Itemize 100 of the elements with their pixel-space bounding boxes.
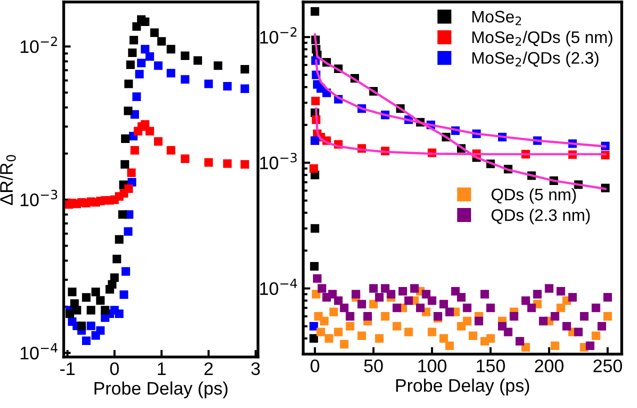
point bbox=[86, 322, 96, 330]
point bbox=[310, 262, 319, 271]
point bbox=[375, 334, 384, 343]
point bbox=[422, 290, 430, 298]
point bbox=[122, 267, 130, 276]
point bbox=[375, 293, 384, 302]
point bbox=[428, 296, 436, 305]
point bbox=[72, 306, 82, 314]
point bbox=[166, 44, 176, 54]
point bbox=[568, 293, 577, 302]
point bbox=[404, 328, 413, 336]
point bbox=[166, 146, 176, 155]
point bbox=[120, 290, 128, 299]
point bbox=[318, 284, 326, 293]
point bbox=[130, 36, 138, 44]
point bbox=[398, 286, 408, 296]
point bbox=[82, 336, 91, 346]
point bbox=[562, 322, 571, 331]
legend-label: MoSe$_{2}$/QDs (5 nm) bbox=[472, 30, 612, 46]
point bbox=[439, 334, 448, 343]
point bbox=[334, 296, 343, 305]
point bbox=[404, 296, 413, 305]
point bbox=[369, 300, 378, 308]
point bbox=[451, 286, 460, 296]
point bbox=[550, 341, 560, 350]
point bbox=[100, 306, 110, 314]
point bbox=[574, 328, 583, 336]
y-tick-label: 10$^{−3}$ bbox=[260, 152, 297, 170]
point bbox=[462, 304, 472, 312]
point bbox=[603, 312, 612, 321]
point bbox=[474, 316, 484, 326]
point bbox=[223, 159, 232, 168]
point bbox=[416, 304, 425, 312]
point bbox=[516, 336, 524, 346]
point bbox=[309, 322, 318, 331]
point bbox=[533, 290, 542, 298]
y-tick-label: 10$^{−4}$ bbox=[20, 343, 58, 360]
point bbox=[410, 284, 419, 293]
point bbox=[166, 68, 176, 78]
point bbox=[316, 328, 326, 336]
point bbox=[380, 284, 390, 293]
point bbox=[329, 308, 338, 316]
point bbox=[180, 75, 190, 84]
legend-label: QDs (2.3 nm) bbox=[492, 208, 590, 224]
point bbox=[312, 274, 322, 283]
legend-label: MoSe$_{2}$ bbox=[472, 10, 521, 26]
point bbox=[204, 80, 213, 88]
point bbox=[346, 312, 354, 321]
point bbox=[592, 304, 600, 312]
point bbox=[556, 286, 566, 296]
point bbox=[77, 322, 86, 330]
point bbox=[204, 158, 213, 167]
point bbox=[392, 322, 402, 331]
point bbox=[137, 58, 146, 68]
point bbox=[180, 51, 190, 60]
point bbox=[146, 52, 154, 61]
x-tick-label: 0 bbox=[310, 359, 320, 372]
point bbox=[96, 326, 105, 335]
point bbox=[128, 48, 137, 58]
point bbox=[135, 70, 144, 78]
y-tick-label: 10$^{−2}$ bbox=[260, 27, 296, 44]
point bbox=[154, 61, 163, 70]
point bbox=[521, 296, 530, 305]
point bbox=[309, 334, 318, 343]
point bbox=[392, 304, 402, 312]
legend-label: QDs (5 nm) bbox=[492, 188, 576, 204]
point bbox=[334, 328, 343, 336]
x-tick-label: 0 bbox=[110, 362, 119, 376]
point bbox=[132, 92, 141, 101]
point bbox=[150, 28, 159, 37]
point bbox=[386, 290, 396, 298]
x-axis-title: Probe Delay (ps) bbox=[396, 378, 530, 396]
point bbox=[130, 146, 140, 155]
point bbox=[504, 328, 512, 336]
point bbox=[486, 304, 495, 312]
point bbox=[428, 328, 436, 336]
point bbox=[140, 17, 150, 26]
point bbox=[320, 316, 329, 326]
point bbox=[352, 290, 360, 298]
point bbox=[603, 293, 612, 302]
point bbox=[457, 293, 466, 302]
point bbox=[357, 332, 366, 340]
point bbox=[91, 288, 100, 296]
point bbox=[110, 273, 119, 282]
point bbox=[121, 134, 130, 143]
point bbox=[310, 7, 320, 16]
point bbox=[369, 284, 378, 293]
x-tick-label: 2 bbox=[204, 362, 213, 375]
point bbox=[112, 254, 122, 264]
point bbox=[132, 22, 141, 31]
point bbox=[82, 293, 91, 302]
point bbox=[124, 80, 133, 88]
point bbox=[193, 56, 202, 65]
point bbox=[340, 340, 348, 348]
point bbox=[445, 341, 454, 350]
point bbox=[240, 64, 250, 74]
x-tick-label: 100 bbox=[418, 359, 446, 372]
point bbox=[328, 290, 337, 298]
point bbox=[146, 126, 154, 136]
point bbox=[445, 308, 454, 316]
